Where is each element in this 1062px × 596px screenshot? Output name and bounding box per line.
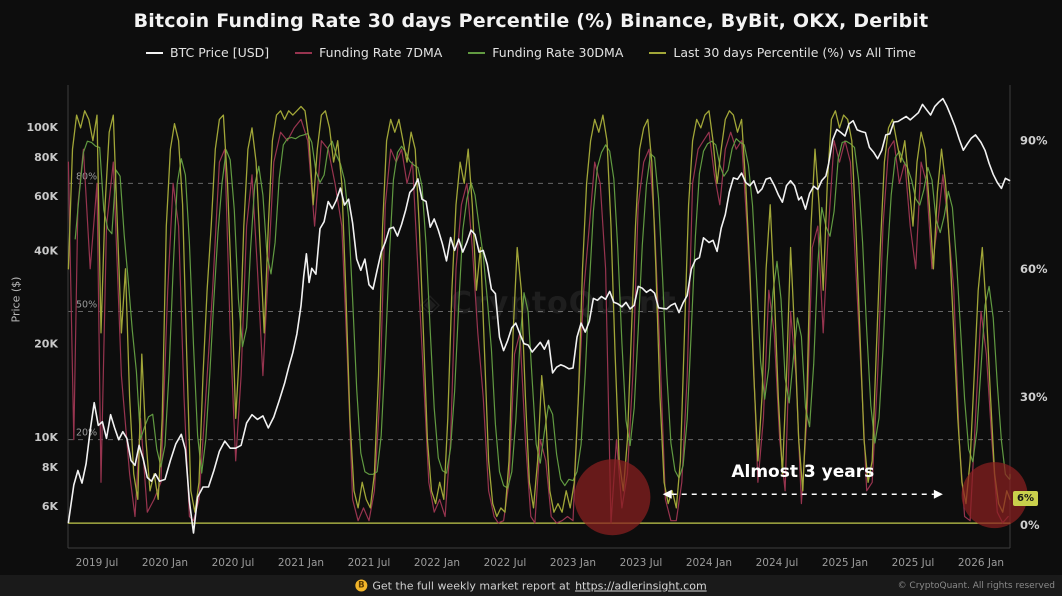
gridline-label-50pct: 50% (76, 300, 97, 311)
x-tick-label: 2020 Jan (142, 557, 188, 569)
price-tick-label: 60K (34, 190, 58, 203)
x-tick-label: 2026 Jan (958, 557, 1004, 569)
legend-swatch-funding-30dma (468, 51, 486, 54)
pct-tick-label: 0% (1020, 518, 1040, 532)
gridline-label-20pct: 20% (76, 428, 97, 439)
latest-value-badge: 6% (1013, 491, 1038, 507)
highlight-circle-2 (961, 462, 1028, 529)
legend-item-percentile-30d[interactable]: Last 30 days Percentile (%) vs All Time (649, 45, 916, 60)
x-tick-label: 2024 Jul (756, 557, 799, 569)
arrow-head-left (662, 489, 672, 499)
coin-icon: B (355, 579, 368, 592)
funding-7dma-line (67, 118, 1009, 524)
x-tick-label: 2022 Jul (484, 557, 527, 569)
legend-label-percentile-30d: Last 30 days Percentile (%) vs All Time (673, 45, 916, 60)
x-tick-label: 2023 Jul (620, 557, 663, 569)
annotation-arrow-label: Almost 3 years (731, 462, 875, 483)
legend-swatch-btc-price (146, 51, 164, 54)
footer-bar: B Get the full weekly market report at h… (0, 575, 1062, 596)
footer-report-row: B Get the full weekly market report at h… (355, 579, 707, 592)
pct-tick-label: 90% (1020, 134, 1048, 148)
legend-item-funding-30dma[interactable]: Funding Rate 30DMA (468, 45, 623, 60)
legend-item-btc-price[interactable]: BTC Price [USD] (146, 45, 269, 60)
percentile-30d-line (67, 105, 1011, 518)
x-tick-label: 2024 Jan (686, 557, 732, 569)
price-tick-label: 8K (42, 461, 59, 474)
x-tick-label: 2025 Jul (892, 557, 935, 569)
legend: BTC Price [USD] Funding Rate 7DMA Funding … (0, 45, 1062, 60)
highlight-circle-1 (574, 459, 651, 536)
btc-price-line (67, 97, 1011, 534)
chart-title: Bitcoin Funding Rate 30 days Percentile … (133, 10, 929, 32)
price-tick-label: 6K (42, 500, 59, 513)
legend-swatch-funding-7dma (295, 51, 313, 54)
price-tick-label: 20K (34, 338, 58, 351)
legend-item-funding-7dma[interactable]: Funding Rate 7DMA (295, 45, 442, 60)
arrow-head-right (933, 489, 943, 499)
legend-swatch-percentile-30d (649, 51, 667, 54)
legend-label-btc-price: BTC Price [USD] (170, 45, 270, 60)
footer-report-link[interactable]: https://adlerinsight.com (575, 579, 707, 592)
x-tick-label: 2019 Jul (76, 557, 119, 569)
funding-30dma-line (74, 133, 1011, 489)
footer-report-text: Get the full weekly market report at (372, 579, 571, 592)
legend-label-funding-30dma: Funding Rate 30DMA (492, 45, 624, 60)
price-tick-label: 10K (34, 431, 58, 444)
x-tick-label: 2025 Jan (822, 557, 868, 569)
legend-label-funding-7dma: Funding Rate 7DMA (319, 45, 443, 60)
x-tick-label: 2023 Jan (550, 557, 596, 569)
price-tick-label: 80K (34, 151, 58, 164)
gridline-label-80pct: 80% (76, 171, 97, 182)
x-tick-label: 2020 Jul (212, 557, 255, 569)
x-tick-label: 2022 Jan (414, 557, 460, 569)
x-tick-label: 2021 Jan (278, 557, 324, 569)
price-tick-label: 40K (34, 244, 58, 257)
price-tick-label: 100K (27, 121, 59, 134)
copyright-text: © CryptoQuant. All rights reserved (897, 580, 1055, 591)
pct-tick-label: 60% (1020, 262, 1048, 276)
x-tick-label: 2021 Jul (348, 557, 391, 569)
pct-tick-label: 30% (1020, 390, 1048, 404)
